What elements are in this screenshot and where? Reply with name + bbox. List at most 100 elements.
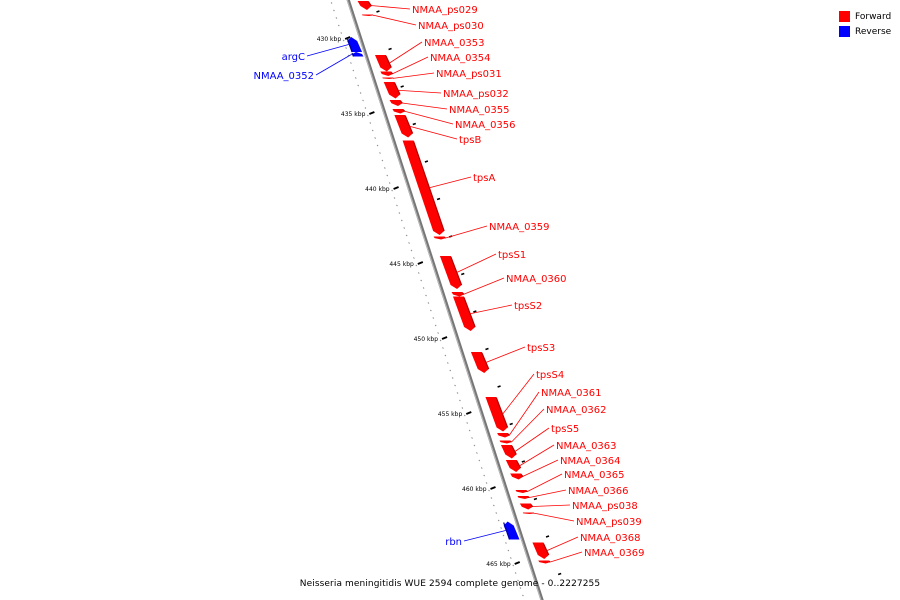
gene-label[interactable]: NMAA_0354	[430, 53, 491, 64]
gene-label[interactable]: NMAA_ps030	[418, 21, 484, 32]
gene-NMAA_0361[interactable]	[497, 433, 510, 438]
gene-shade	[404, 115, 414, 134]
gene-body	[392, 109, 405, 114]
gene-NMAA_ps032[interactable]	[383, 82, 401, 99]
minor-tick	[471, 437, 473, 439]
gene-NMAA_0360[interactable]	[451, 292, 465, 297]
gene-tpsS2[interactable]	[452, 296, 476, 332]
gene-NMAA_0352[interactable]	[351, 52, 364, 57]
gene-label[interactable]: NMAA_0360	[506, 274, 567, 285]
gene-label[interactable]: NMAA_0361	[541, 388, 602, 399]
gene-label[interactable]: tpsS3	[527, 343, 555, 354]
gene-label[interactable]: NMAA_0355	[449, 105, 510, 116]
gene-label[interactable]: tpsS1	[498, 250, 526, 261]
gene-label[interactable]: NMAA_0353	[424, 38, 485, 49]
gene-tpsS5[interactable]	[500, 445, 517, 459]
major-tick	[393, 186, 399, 190]
minor-tick	[490, 497, 493, 499]
gene-leader-line	[546, 536, 579, 552]
gene-NMAA_0368[interactable]	[532, 542, 550, 560]
gene-shade	[463, 297, 476, 328]
gene-label[interactable]: tpsA	[473, 173, 495, 184]
gene-tpsB[interactable]	[394, 115, 414, 138]
reverse-swatch	[839, 26, 850, 37]
gene-body	[500, 445, 517, 459]
gene-label[interactable]: NMAA_0362	[546, 405, 607, 416]
gene-NMAA_0355[interactable]	[389, 100, 403, 106]
minor-tick	[335, 17, 338, 19]
gene-NMAA_ps038[interactable]	[519, 503, 534, 510]
gene-body	[361, 14, 374, 16]
gene-body	[451, 292, 464, 297]
gene-argC[interactable]	[346, 37, 363, 53]
gene-NMAA_ps031[interactable]	[382, 77, 394, 80]
minor-tick	[459, 399, 461, 402]
gene-label[interactable]: NMAA_0352	[253, 71, 314, 82]
gene-shade	[385, 55, 392, 68]
gene-NMAA_0363[interactable]	[505, 460, 522, 472]
gene-NMAA_0362[interactable]	[499, 440, 512, 444]
gene-label[interactable]: NMAA_0356	[455, 120, 516, 131]
minor-tick	[461, 407, 464, 409]
minor-tick	[495, 512, 498, 514]
gene-NMAA_ps039[interactable]	[522, 512, 535, 515]
minor-tick	[425, 294, 427, 297]
genome-track	[346, 0, 544, 600]
minor-tick	[345, 47, 347, 49]
minor-tick	[337, 24, 340, 27]
feature-tick	[412, 122, 417, 126]
gene-tpsS4[interactable]	[485, 397, 509, 432]
gene-label[interactable]: NMAA_0366	[568, 486, 629, 497]
gene-label[interactable]: rbn	[445, 537, 462, 548]
minor-tick	[456, 392, 459, 394]
gene-NMAA_0366[interactable]	[517, 496, 530, 499]
minor-tick	[408, 242, 410, 244]
gene-NMAA_ps030[interactable]	[361, 14, 374, 17]
gene-label[interactable]: tpsB	[459, 135, 481, 146]
gene-rbn[interactable]	[503, 521, 520, 540]
gene-tpsA[interactable]	[402, 140, 445, 236]
gene-body	[517, 496, 530, 499]
gene-tpsS1[interactable]	[439, 256, 463, 289]
gene-NMAA_0356[interactable]	[392, 109, 406, 114]
gene-label[interactable]: NMAA_ps039	[576, 517, 642, 528]
gene-label[interactable]: NMAA_ps031	[436, 69, 502, 80]
tick-label: 430 kbp	[317, 36, 342, 43]
gene-label[interactable]: NMAA_ps038	[572, 501, 638, 512]
minor-tick	[362, 99, 364, 102]
gene-label[interactable]: tpsS2	[514, 301, 542, 312]
feature-tick	[400, 85, 404, 88]
gene-label[interactable]: NMAA_ps032	[443, 89, 509, 100]
gene-label[interactable]: NMAA_0359	[489, 222, 550, 233]
gene-label[interactable]: NMAA_0364	[560, 456, 621, 467]
gene-NMAA_0354[interactable]	[380, 71, 394, 77]
gene-NMAA_ps029[interactable]	[357, 1, 372, 10]
gene-body	[505, 460, 521, 472]
gene-label[interactable]: tpsS4	[536, 370, 564, 381]
minor-tick	[430, 309, 432, 312]
gene-tpsS3[interactable]	[470, 352, 490, 373]
gene-label[interactable]: tpsS5	[551, 424, 579, 435]
gene-label[interactable]: NMAA_0368	[580, 533, 641, 544]
gene-label[interactable]: NMAA_ps029	[412, 5, 478, 16]
gene-NMAA_0353[interactable]	[374, 55, 392, 72]
gene-leader-line	[409, 125, 458, 140]
minor-tick	[393, 197, 396, 199]
feature-tick	[460, 272, 465, 276]
minor-tick	[357, 84, 360, 87]
gene-NMAA_0364[interactable]	[510, 473, 524, 480]
gene-leader-line	[527, 473, 563, 492]
gene-label[interactable]: NMAA_0363	[556, 441, 617, 452]
minor-tick	[386, 174, 389, 177]
minor-tick	[519, 587, 522, 589]
minor-tick	[517, 579, 519, 582]
feature-tick	[388, 47, 392, 51]
gene-NMAA_0359[interactable]	[433, 236, 446, 240]
gene-NMAA_0369[interactable]	[538, 560, 551, 564]
gene-leader-line	[445, 225, 488, 239]
gene-label[interactable]: NMAA_0365	[564, 470, 625, 481]
gene-label[interactable]: argC	[282, 52, 305, 63]
minor-tick	[468, 429, 471, 432]
gene-label[interactable]: NMAA_0369	[584, 548, 645, 559]
gene-NMAA_0365[interactable]	[515, 490, 528, 493]
